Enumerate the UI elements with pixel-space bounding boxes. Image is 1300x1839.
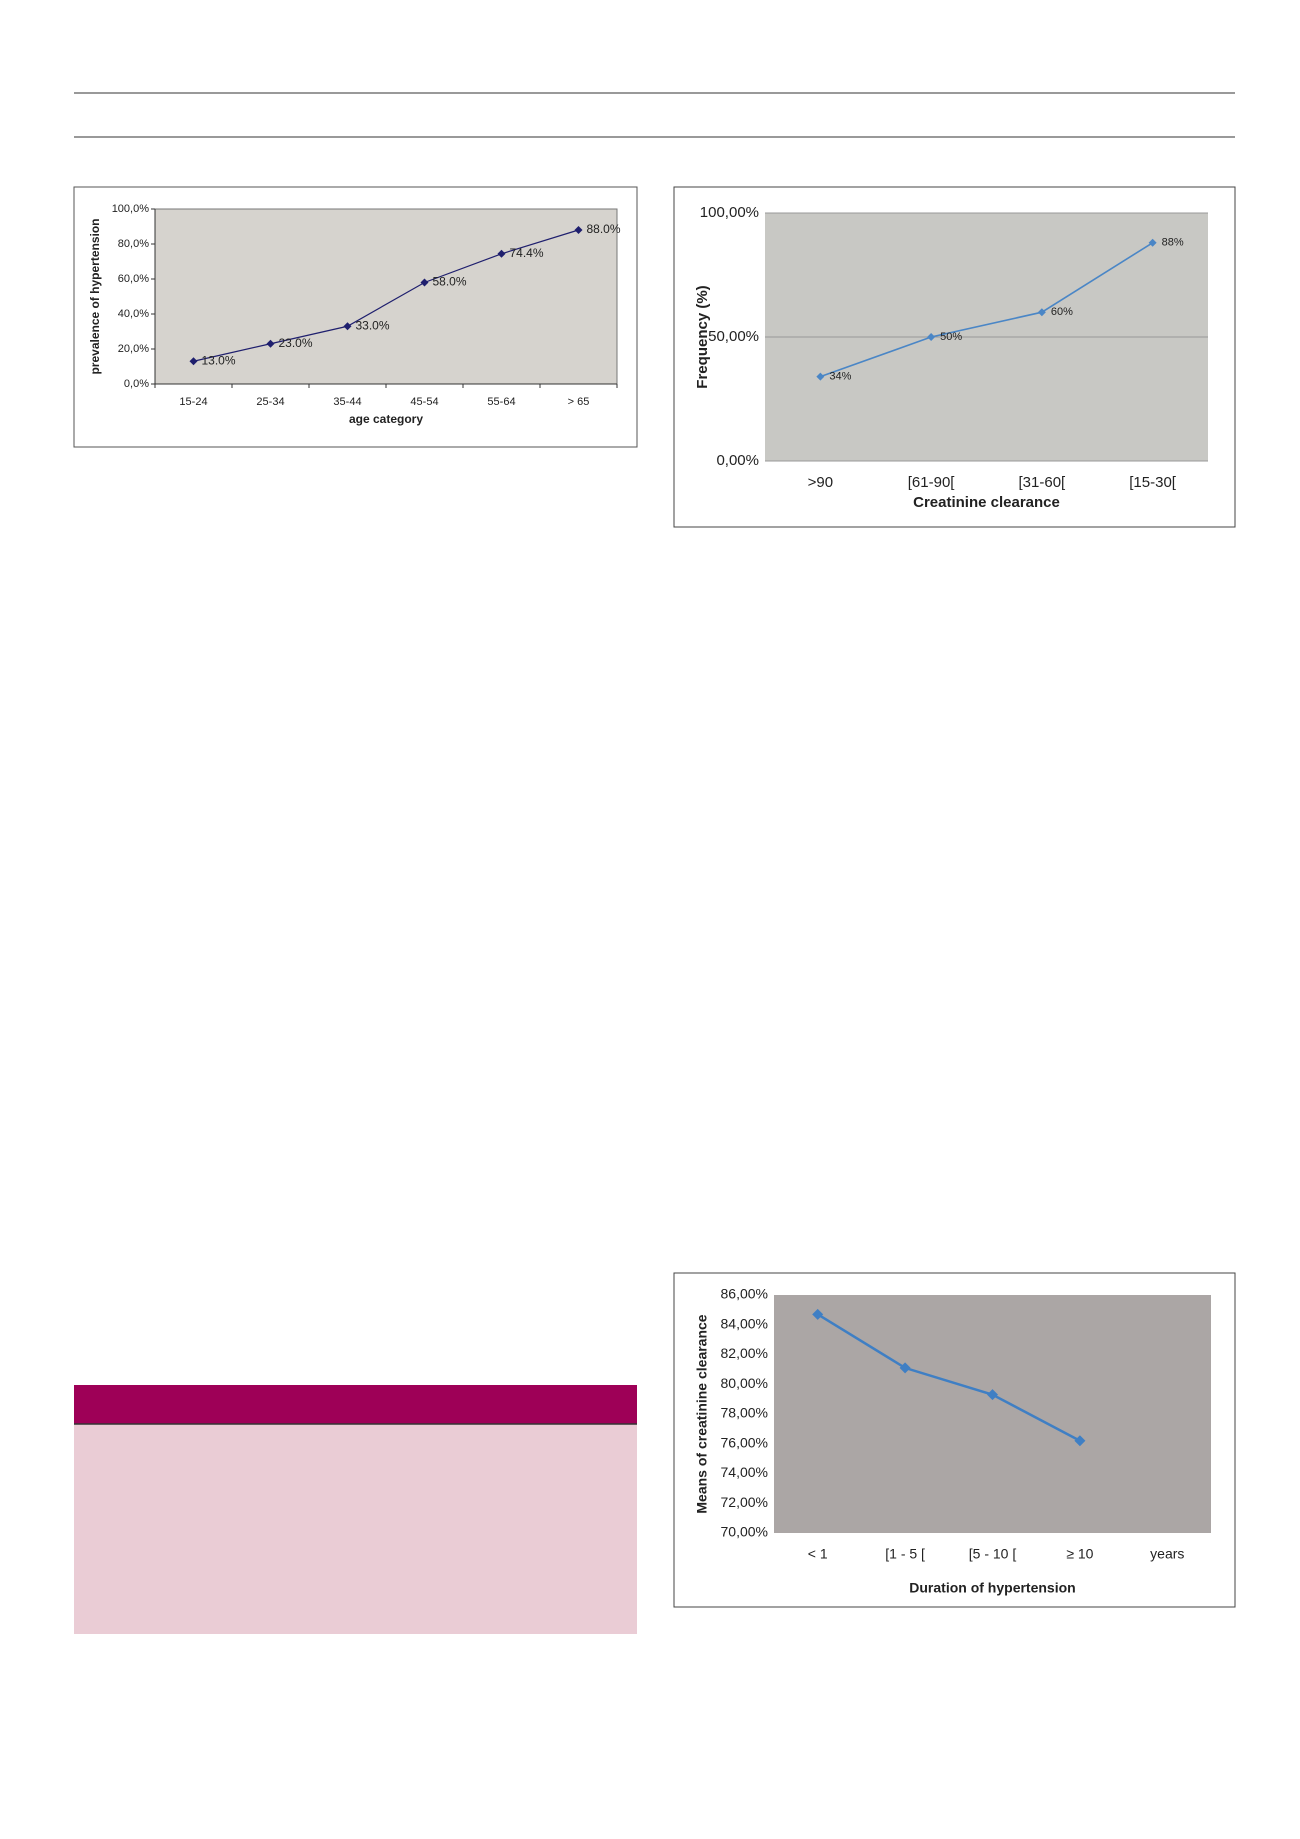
data-point [1074, 1435, 1086, 1447]
data-label: 88.0% [587, 222, 621, 236]
y-tick-label: 78,00% [721, 1405, 768, 1421]
data-point [343, 322, 352, 331]
y-axis-label: Means of creatinine clearance [694, 1314, 710, 1513]
data-line [193, 229, 579, 362]
data-point [420, 278, 429, 287]
y-tick-label: 60,0% [118, 273, 149, 285]
x-tick-label: > 65 [568, 396, 590, 408]
x-tick-label: 35-44 [333, 396, 361, 408]
plot-area [154, 208, 618, 385]
y-tick-label: 70,00% [721, 1524, 768, 1540]
y-tick-label: 72,00% [721, 1494, 768, 1510]
data-label: 33.0% [356, 318, 390, 332]
data-label: 88% [1162, 237, 1184, 249]
info-box [74, 1385, 637, 1634]
data-label: 60% [1051, 306, 1073, 318]
y-tick-label: 74,00% [721, 1464, 768, 1480]
data-point [574, 226, 583, 234]
data-label: 50% [940, 331, 962, 343]
x-tick-label: [1 - 5 [ [885, 1546, 925, 1562]
y-tick-label: 84,00% [721, 1315, 768, 1331]
data-point [987, 1389, 998, 1401]
x-tick-label: 15-24 [179, 396, 207, 408]
x-tick-label: [31-60[ [1019, 474, 1067, 491]
x-tick-label: [61-90[ [908, 474, 956, 491]
data-label: 74.4% [510, 246, 544, 260]
info-box-header [74, 1385, 637, 1424]
data-point [266, 339, 275, 348]
x-tick-label: [15-30[ [1129, 474, 1177, 491]
x-tick-label: years [1150, 1546, 1184, 1562]
y-tick-label: 100,00% [700, 204, 759, 221]
y-tick-label: 100,0% [112, 203, 150, 215]
y-tick-label: 50,00% [708, 328, 759, 345]
data-label: 58.0% [433, 275, 467, 289]
data-point [899, 1362, 911, 1374]
y-axis-label: prevalence of hypertension [88, 218, 102, 374]
data-label: 13.0% [202, 353, 236, 367]
y-tick-label: 80,00% [721, 1375, 768, 1391]
y-tick-label: 82,00% [721, 1345, 768, 1361]
y-tick-label: 20,0% [118, 343, 149, 355]
data-point [1037, 308, 1046, 317]
x-tick-label: [5 - 10 [ [969, 1546, 1017, 1562]
y-tick-label: 0,00% [716, 452, 759, 469]
y-tick-label: 80,0% [118, 238, 149, 250]
data-line [820, 242, 1154, 378]
plot-area [774, 1295, 1211, 1533]
y-tick-label: 86,00% [721, 1286, 768, 1302]
data-point [812, 1308, 824, 1320]
x-tick-label: 25-34 [256, 396, 284, 408]
x-tick-label: 55-64 [487, 396, 515, 408]
data-point [816, 372, 825, 381]
x-tick-label: >90 [808, 474, 833, 491]
y-tick-label: 0,0% [124, 378, 149, 390]
y-tick-label: 40,0% [118, 308, 149, 320]
x-axis-label: age category [349, 412, 423, 426]
y-tick-label: 76,00% [721, 1434, 768, 1450]
x-tick-label: ≥ 10 [1066, 1546, 1093, 1562]
x-axis-label: Duration of hypertension [909, 1580, 1075, 1596]
data-point [927, 333, 936, 341]
y-axis-label: Frequency (%) [694, 285, 711, 388]
data-point [497, 249, 506, 258]
data-line [817, 1313, 1081, 1442]
x-axis-label: Creatinine clearance [913, 494, 1060, 511]
data-point [189, 357, 198, 366]
data-point [1148, 238, 1157, 247]
data-label: 23.0% [279, 336, 313, 350]
x-tick-label: 45-54 [410, 396, 438, 408]
x-tick-label: < 1 [808, 1546, 828, 1562]
data-label: 34% [829, 371, 851, 383]
